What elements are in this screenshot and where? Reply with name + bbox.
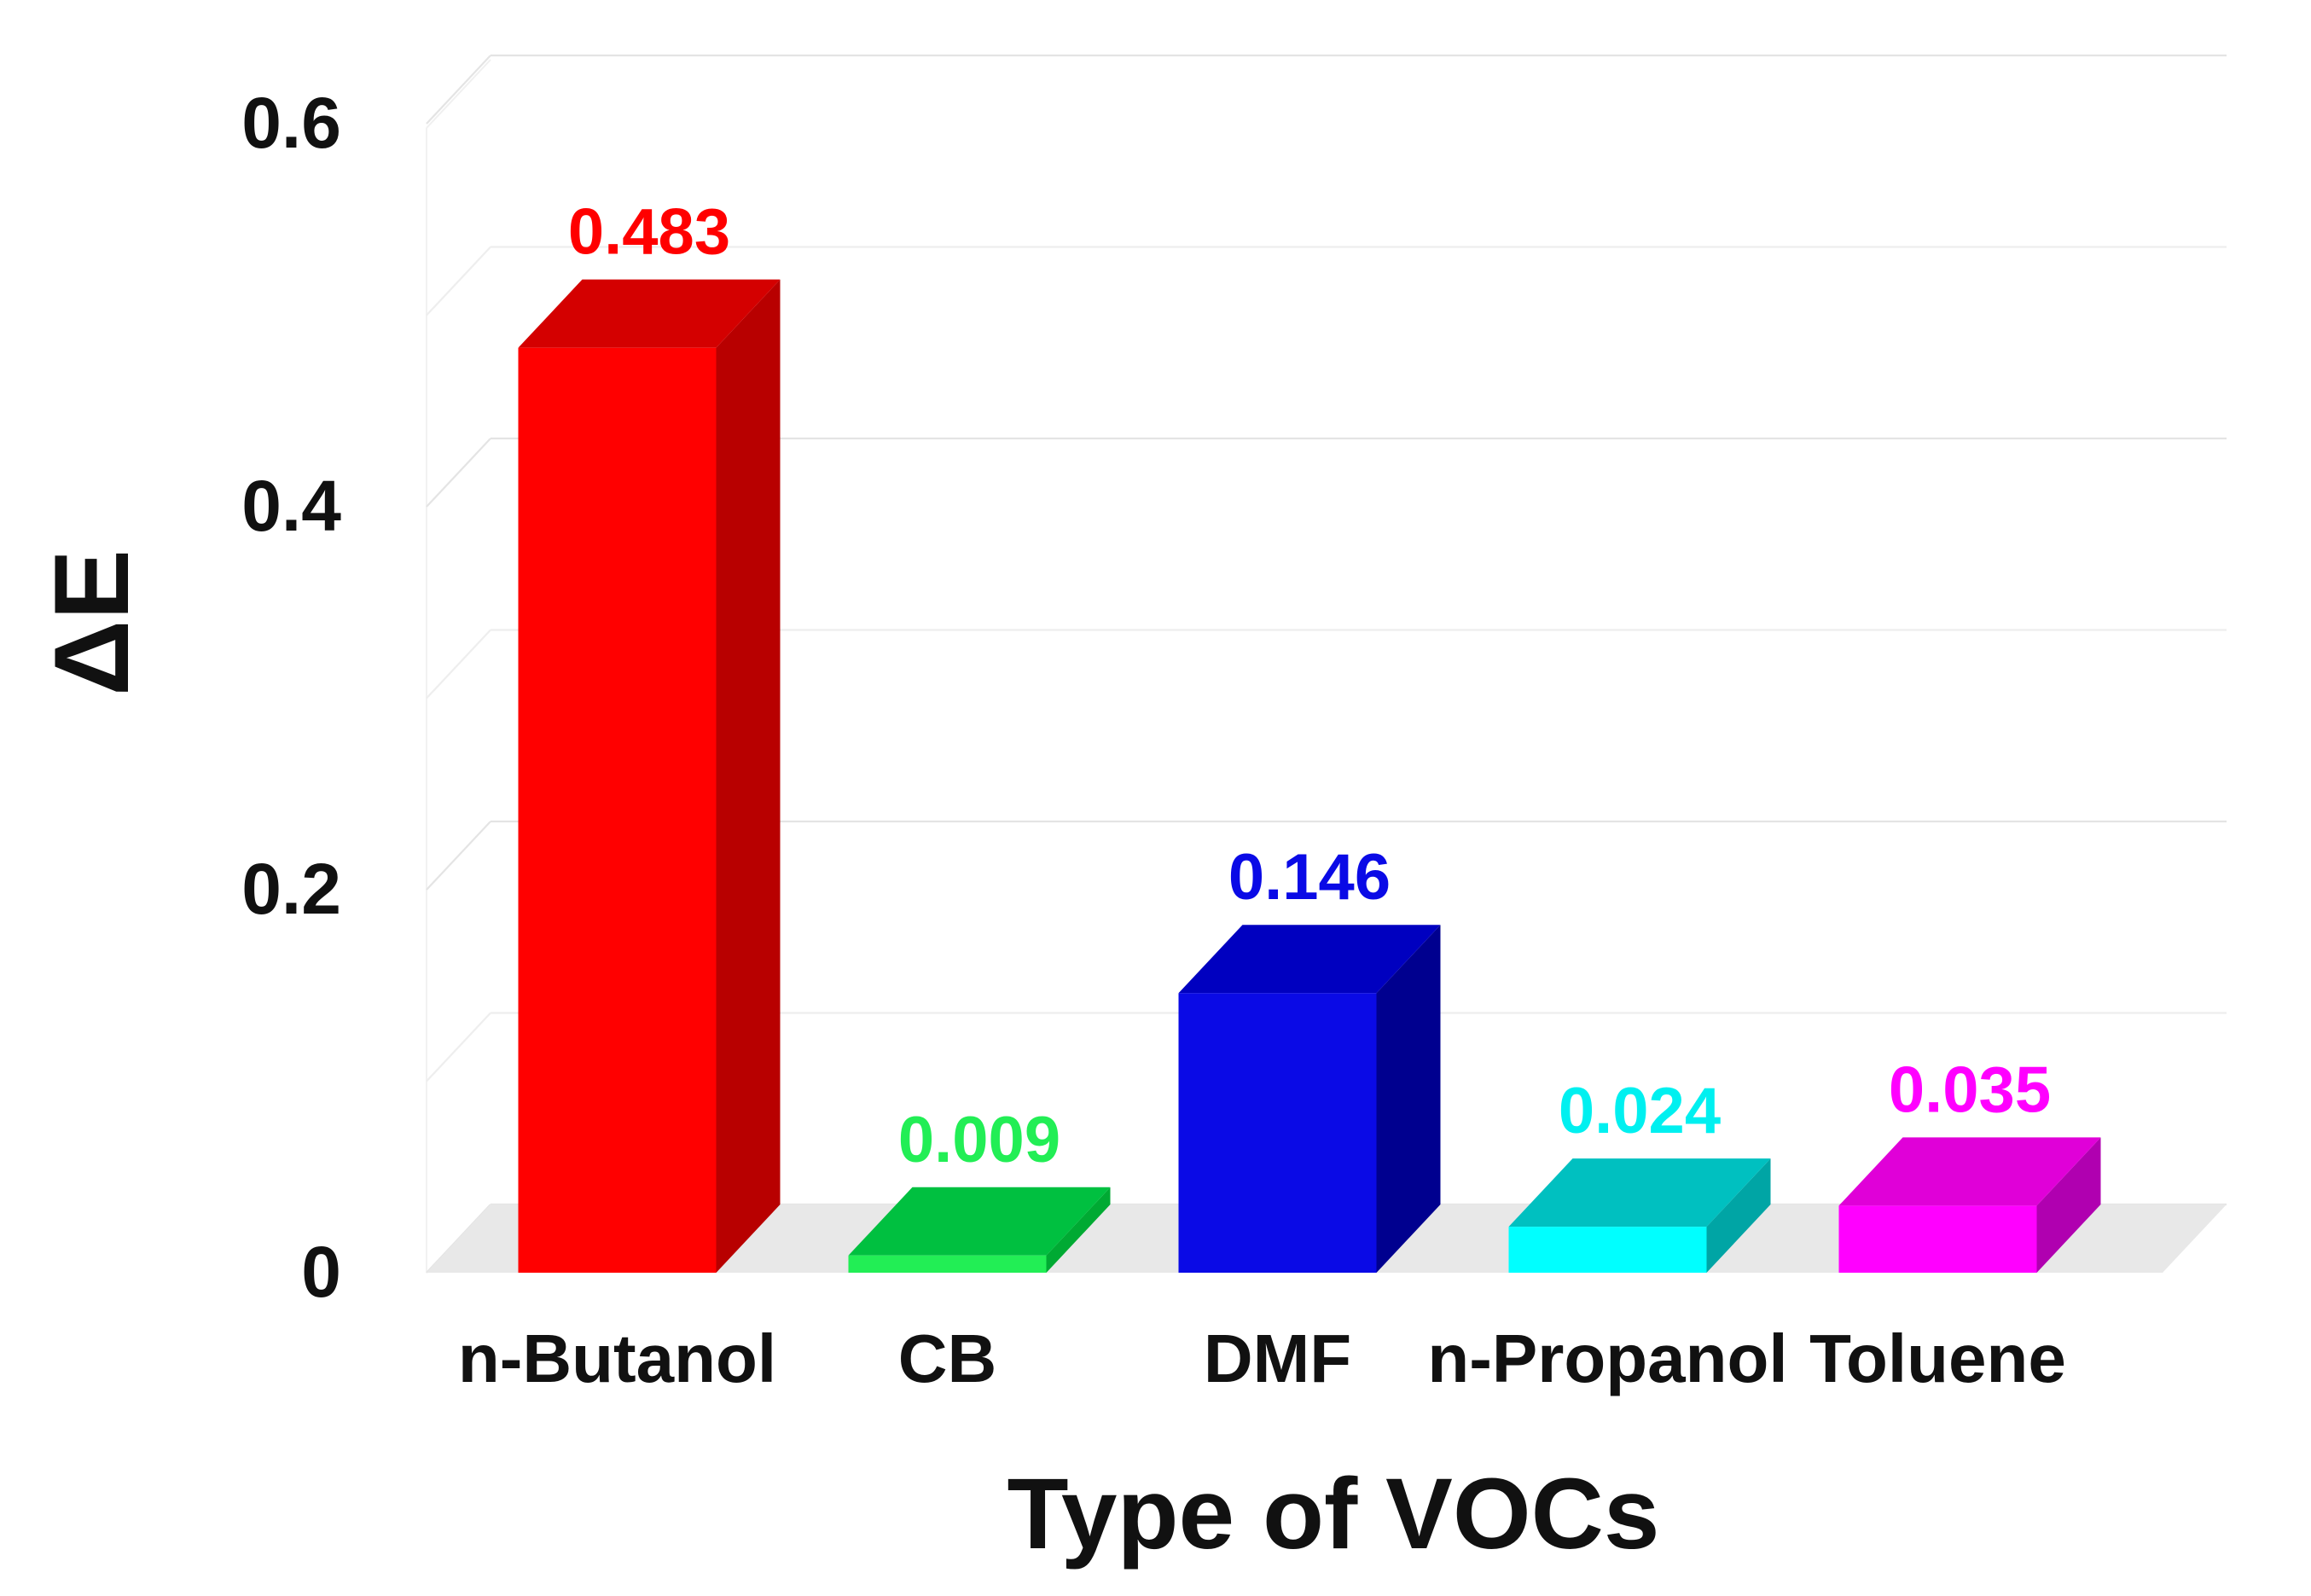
gridline-side — [426, 55, 491, 125]
gridline-side — [426, 821, 491, 891]
chart-walls — [426, 59, 491, 1273]
bar-front — [848, 1255, 1047, 1273]
gridline-side — [426, 438, 491, 508]
bar-side — [1706, 1158, 1771, 1273]
bar-top — [1178, 925, 1441, 994]
bar-side — [2036, 1137, 2101, 1273]
data-label: 0.146 — [1228, 841, 1391, 914]
wall-top-edge — [426, 59, 491, 129]
data-label: 0.035 — [1889, 1053, 2051, 1126]
data-label: 0.024 — [1559, 1075, 1721, 1147]
bar-side — [1376, 925, 1441, 1273]
gridline-side — [426, 629, 491, 699]
bar-front — [1178, 993, 1377, 1273]
y-tick-label: 0.2 — [241, 849, 341, 929]
y-axis-ticks: 0 0.2 0.4 0.6 — [241, 83, 341, 1312]
bar-top — [848, 1187, 1111, 1256]
bar-top — [1508, 1158, 1771, 1227]
y-tick-label: 0.4 — [241, 466, 341, 546]
x-axis-title: Type of VOCs — [1007, 1458, 1660, 1570]
bar-n-butanol — [518, 279, 781, 1273]
gridline-side — [426, 1012, 491, 1082]
data-label: 0.009 — [898, 1104, 1060, 1176]
data-labels: 0.483 0.009 0.146 0.024 0.035 — [568, 196, 2051, 1176]
x-tick-label: n-Propanol — [1427, 1320, 1787, 1396]
x-tick-label: n-Butanol — [458, 1320, 776, 1396]
bar-cb — [848, 1187, 1111, 1273]
y-tick-label: 0 — [301, 1232, 341, 1312]
bar-front — [1508, 1227, 1707, 1273]
bar-top — [518, 279, 781, 348]
bar-front — [518, 347, 717, 1273]
bar-side — [1046, 1187, 1111, 1273]
bar-front — [1838, 1205, 2037, 1273]
bar-top — [1838, 1137, 2101, 1206]
x-axis-ticks: n-Butanol CB DMF n-Propanol Toluene — [458, 1320, 2066, 1396]
x-tick-label: CB — [898, 1320, 997, 1396]
x-tick-label: Toluene — [1809, 1320, 2066, 1396]
data-label: 0.483 — [568, 196, 730, 269]
bars — [518, 279, 2101, 1273]
bar-dmf — [1178, 925, 1441, 1273]
x-tick-label: DMF — [1204, 1320, 1351, 1396]
bar-n-propanol — [1508, 1158, 1771, 1273]
y-tick-label: 0.6 — [241, 83, 341, 163]
bar-side — [716, 279, 781, 1273]
y-axis-title: ΔE — [33, 549, 151, 696]
bar-toluene — [1838, 1137, 2101, 1273]
gridline-side — [426, 246, 491, 316]
